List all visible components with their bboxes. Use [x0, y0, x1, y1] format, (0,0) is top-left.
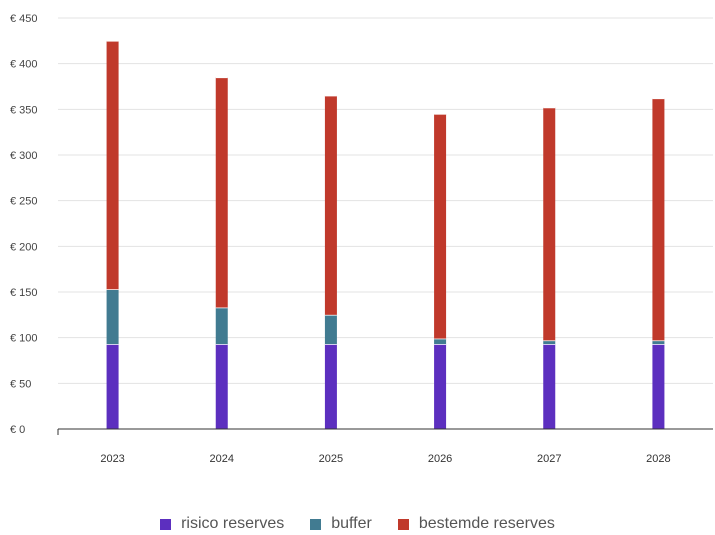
x-tick-label: 2023	[100, 453, 124, 465]
legend-swatch	[310, 518, 322, 530]
bar-segment-risico-reserves-2023	[106, 344, 119, 429]
legend-label: buffer	[331, 515, 372, 532]
x-tick-label: 2024	[210, 453, 234, 465]
y-tick-label: € 400	[10, 59, 38, 71]
y-tick-label: € 50	[10, 378, 31, 390]
legend: risico reserves buffer bestemde reserves	[0, 515, 715, 533]
bar-segment-bestemde-reserves-2026	[434, 113, 447, 339]
bar-segment-risico-reserves-2024	[215, 344, 228, 429]
gridlines	[58, 17, 713, 384]
legend-item: bestemde reserves	[397, 515, 555, 533]
y-tick-label: € 350	[10, 104, 38, 116]
y-tick-label: € 100	[10, 333, 38, 345]
bar-segment-buffer-2024	[215, 307, 228, 345]
legend-swatch	[397, 518, 409, 530]
bar-segment-bestemde-reserves-2025	[324, 95, 337, 315]
y-axis: € 0 € 50 € 100 € 150 € 200 € 250 € 300 € 350 € 4…	[10, 13, 38, 436]
bar-segment-risico-reserves-2026	[434, 344, 447, 429]
x-axis: 2023 2024 2025 2026 2027 2028	[57, 428, 713, 465]
legend-label: bestemde reserves	[418, 515, 555, 532]
bar-segment-risico-reserves-2028	[652, 344, 665, 429]
y-tick-label: € 200	[10, 241, 38, 253]
bar-segment-buffer-2026	[434, 338, 447, 345]
legend-item: risico reserves	[160, 515, 284, 533]
bar-segment-risico-reserves-2025	[324, 344, 337, 429]
x-tick-label: 2027	[537, 453, 561, 465]
y-tick-label: € 150	[10, 287, 38, 299]
x-tick-label: 2028	[646, 453, 670, 465]
y-tick-label: € 250	[10, 196, 38, 208]
stacked-bar-chart: € 0 € 50 € 100 € 150 € 200 € 250 € 300 € 350 € 4…	[10, 13, 713, 465]
legend-item: buffer	[310, 515, 372, 533]
bar-segment-bestemde-reserves-2024	[215, 77, 228, 308]
bar-segment-buffer-2028	[652, 340, 665, 345]
bar-segment-bestemde-reserves-2027	[543, 107, 556, 341]
bar-segment-buffer-2027	[543, 340, 556, 345]
bar-segment-bestemde-reserves-2028	[652, 98, 665, 341]
bar-segment-bestemde-reserves-2023	[106, 40, 119, 290]
legend-label: risico reserves	[181, 515, 285, 532]
legend-swatch	[160, 518, 172, 530]
bar-segment-risico-reserves-2027	[543, 344, 556, 429]
bar-segment-buffer-2023	[106, 289, 119, 345]
y-tick-label: € 450	[10, 13, 38, 25]
bar-segment-buffer-2025	[324, 314, 337, 345]
bars	[106, 40, 665, 429]
x-tick-label: 2025	[319, 453, 343, 465]
x-tick-label: 2026	[428, 453, 452, 465]
y-tick-label: € 300	[10, 150, 38, 162]
y-tick-label: € 0	[10, 424, 25, 436]
